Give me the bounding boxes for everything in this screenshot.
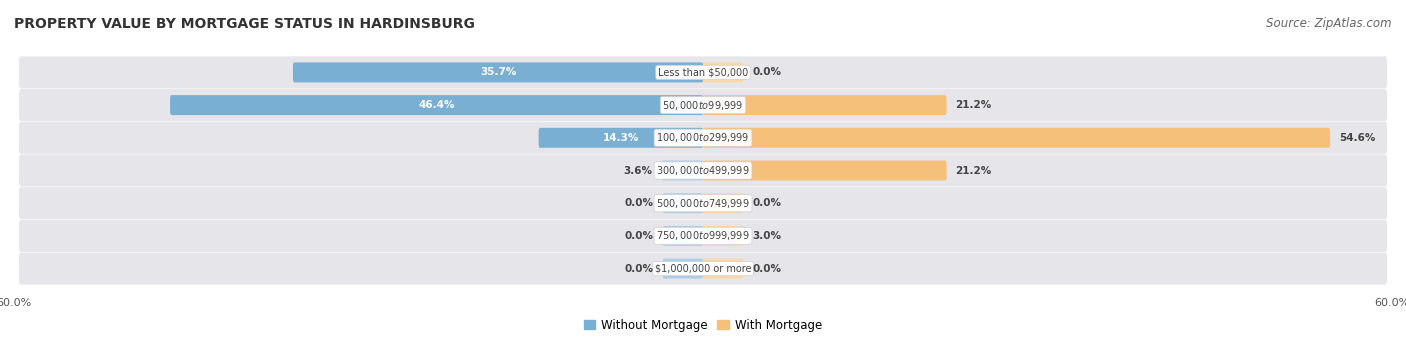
FancyBboxPatch shape (703, 128, 1330, 148)
FancyBboxPatch shape (703, 95, 946, 115)
FancyBboxPatch shape (703, 161, 946, 180)
Text: 0.0%: 0.0% (752, 68, 782, 77)
FancyBboxPatch shape (292, 62, 703, 83)
Text: 0.0%: 0.0% (624, 231, 654, 241)
Text: 3.0%: 3.0% (752, 231, 782, 241)
Text: PROPERTY VALUE BY MORTGAGE STATUS IN HARDINSBURG: PROPERTY VALUE BY MORTGAGE STATUS IN HAR… (14, 17, 475, 31)
Text: $1,000,000 or more: $1,000,000 or more (655, 264, 751, 273)
FancyBboxPatch shape (18, 220, 1388, 252)
FancyBboxPatch shape (661, 161, 703, 180)
Text: 54.6%: 54.6% (1339, 133, 1375, 143)
Text: 46.4%: 46.4% (419, 100, 456, 110)
Text: Source: ZipAtlas.com: Source: ZipAtlas.com (1267, 17, 1392, 30)
FancyBboxPatch shape (170, 95, 703, 115)
FancyBboxPatch shape (18, 89, 1388, 121)
FancyBboxPatch shape (662, 193, 703, 213)
FancyBboxPatch shape (18, 253, 1388, 285)
Text: 14.3%: 14.3% (603, 133, 640, 143)
FancyBboxPatch shape (18, 154, 1388, 187)
Text: $100,000 to $299,999: $100,000 to $299,999 (657, 131, 749, 144)
FancyBboxPatch shape (538, 128, 703, 148)
Text: 21.2%: 21.2% (956, 100, 991, 110)
Text: 0.0%: 0.0% (624, 264, 654, 273)
Text: $50,000 to $99,999: $50,000 to $99,999 (662, 99, 744, 112)
Text: $300,000 to $499,999: $300,000 to $499,999 (657, 164, 749, 177)
FancyBboxPatch shape (18, 122, 1388, 154)
FancyBboxPatch shape (18, 56, 1388, 88)
FancyBboxPatch shape (703, 258, 744, 279)
FancyBboxPatch shape (703, 193, 744, 213)
FancyBboxPatch shape (703, 226, 744, 246)
Legend: Without Mortgage, With Mortgage: Without Mortgage, With Mortgage (579, 314, 827, 337)
Text: 0.0%: 0.0% (752, 198, 782, 208)
Text: 21.2%: 21.2% (956, 165, 991, 176)
FancyBboxPatch shape (18, 187, 1388, 219)
FancyBboxPatch shape (662, 226, 703, 246)
Text: $500,000 to $749,999: $500,000 to $749,999 (657, 197, 749, 210)
Text: 0.0%: 0.0% (624, 198, 654, 208)
Text: 3.6%: 3.6% (623, 165, 652, 176)
FancyBboxPatch shape (703, 62, 744, 83)
FancyBboxPatch shape (662, 258, 703, 279)
Text: $750,000 to $999,999: $750,000 to $999,999 (657, 229, 749, 242)
Text: 0.0%: 0.0% (752, 264, 782, 273)
Text: Less than $50,000: Less than $50,000 (658, 68, 748, 77)
Text: 35.7%: 35.7% (479, 68, 516, 77)
